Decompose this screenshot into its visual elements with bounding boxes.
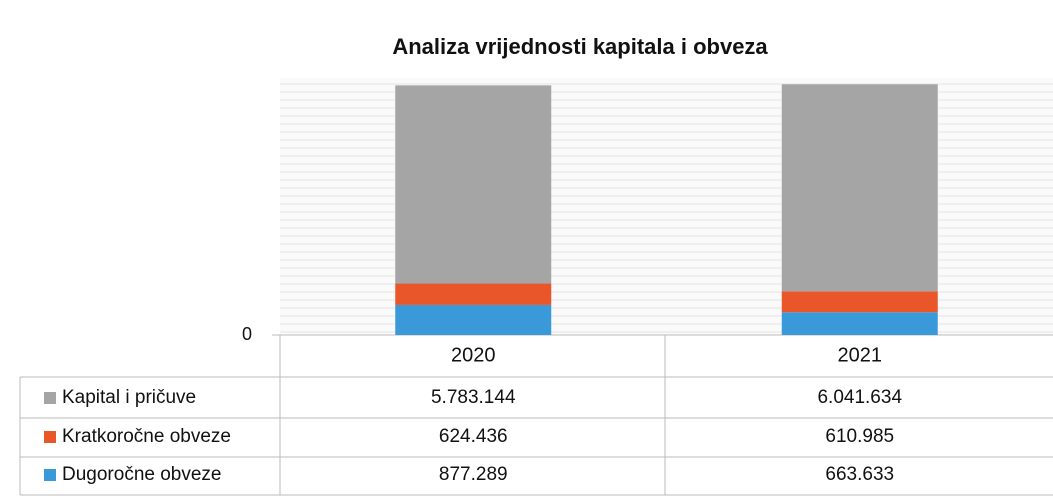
bar-segment <box>781 84 938 292</box>
table-value: 624.436 <box>439 426 508 447</box>
table-grid <box>19 335 1053 496</box>
x-tick-label: 2021 <box>838 344 883 366</box>
bar-segment <box>395 283 552 305</box>
bar-segment <box>395 304 552 335</box>
table-value: 663.633 <box>825 464 894 485</box>
legend-label: Kratkoročne obveze <box>62 426 231 447</box>
table-value: 5.783.144 <box>431 387 516 408</box>
legend-swatch <box>44 469 56 481</box>
bar-segment <box>781 291 938 313</box>
bar-segment <box>395 85 552 284</box>
legend-label: Dugoročne obveze <box>62 464 222 485</box>
table-value: 877.289 <box>439 464 508 485</box>
legend-label: Kapital i pričuve <box>62 387 196 408</box>
legend-swatch <box>44 392 56 404</box>
chart-title: Analiza vrijednosti kapitala i obveza <box>392 34 768 59</box>
table-value: 610.985 <box>825 426 894 447</box>
legend-swatch <box>44 431 56 443</box>
table-value: 6.041.634 <box>817 387 902 408</box>
bar-segment <box>781 312 938 335</box>
y-tick-label: 0 <box>242 324 252 344</box>
x-tick-label: 2020 <box>451 344 496 366</box>
